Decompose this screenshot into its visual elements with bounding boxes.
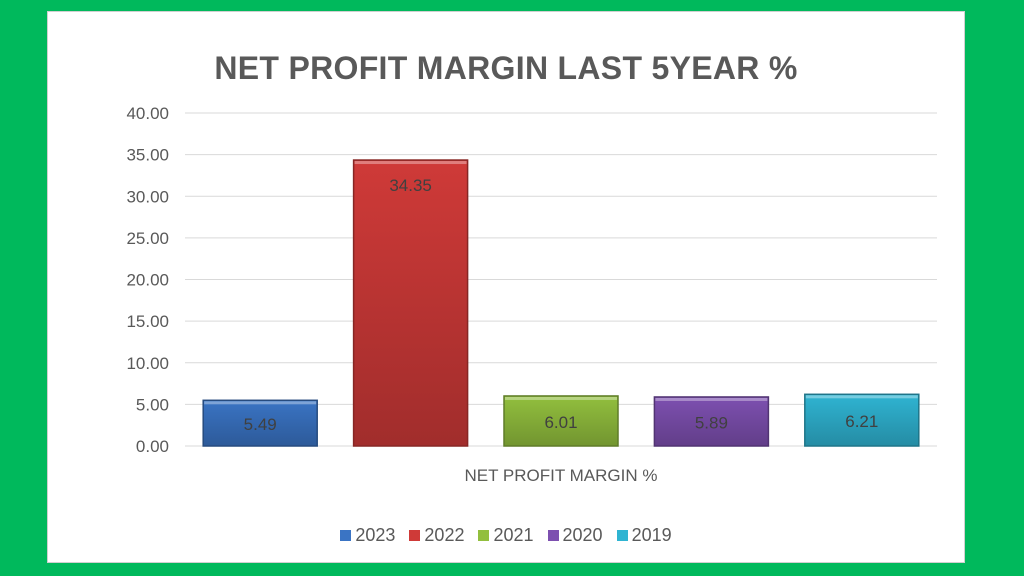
legend-label: 2019 [631,525,672,545]
legend-swatch [340,530,352,541]
legend-label: 2023 [355,525,396,545]
bar-highlight [505,396,617,400]
y-tick-label: 30.00 [126,187,169,206]
y-tick-label: 20.00 [126,271,169,290]
legend-item-2023: 2023 [340,525,395,546]
legend-label: 2022 [424,525,465,545]
y-tick-label: 15.00 [126,312,169,331]
y-tick-label: 25.00 [126,229,169,248]
x-axis-label: NET PROFIT MARGIN % [464,466,657,485]
legend: 2023 2022 2021 2020 2019 [48,525,964,546]
bar-2023 [202,399,318,447]
legend-item-2020: 2020 [547,525,603,546]
legend-swatch [478,530,490,541]
bar-2020 [653,396,770,447]
bar-highlight [805,395,918,399]
bar-highlight [354,161,467,165]
legend-label: 2021 [493,525,534,545]
bar-2021 [503,395,619,447]
data-label-2019: 6.21 [845,412,878,431]
bar-highlight [655,397,768,401]
data-label-2022: 34.35 [389,176,432,195]
y-tick-label: 35.00 [126,146,169,165]
bar-2019 [804,393,920,447]
y-tick-label: 5.00 [136,395,169,414]
data-label-2021: 6.01 [544,413,577,432]
data-label-2023: 5.49 [244,415,277,434]
bar-highlight [204,401,317,405]
plot-area: 0.00 5.00 10.00 15.00 20.00 25.00 30.00 35.00 40… [126,104,937,485]
y-tick-label: 10.00 [126,354,169,373]
data-label-2020: 5.89 [695,413,728,432]
legend-item-2021: 2021 [478,525,534,546]
chart-title: NET PROFIT MARGIN LAST 5YEAR % [214,50,798,86]
legend-swatch [409,530,421,541]
bar-2022 [352,159,469,447]
legend-item-2022: 2022 [409,525,464,546]
legend-label: 2020 [562,525,603,545]
legend-swatch [547,530,559,541]
legend-item-2019: 2019 [616,525,672,546]
y-tick-label: 40.00 [126,104,169,123]
chart-panel: NET PROFIT MARGIN LAST 5YEAR % 0.00 5.00 1… [47,11,965,563]
y-tick-label: 0.00 [136,437,169,456]
legend-swatch [616,530,628,541]
